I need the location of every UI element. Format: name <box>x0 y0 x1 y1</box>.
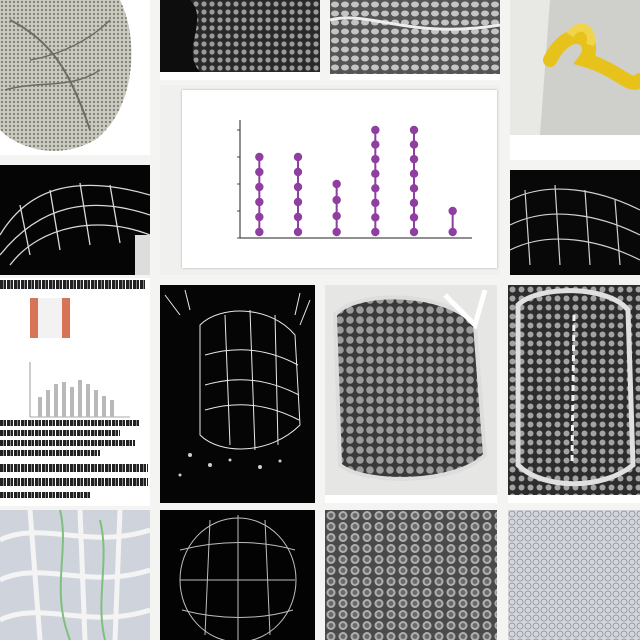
chart-point <box>293 197 303 207</box>
tile-leaf-texture <box>0 0 150 155</box>
chart-point <box>255 167 264 177</box>
chart-point-stack <box>409 125 419 237</box>
doc-text-line <box>0 450 100 456</box>
chart-point <box>371 198 380 208</box>
chart-point <box>371 169 380 178</box>
chart-point <box>371 140 380 149</box>
chart-point <box>293 152 303 162</box>
doc-text-line <box>0 420 140 426</box>
chart-point <box>409 227 419 237</box>
tile-honeycomb-lung <box>325 285 497 503</box>
tile-dark-net-left <box>0 165 150 275</box>
chart-point-stack <box>255 152 264 237</box>
doc-title-bar <box>0 280 145 289</box>
chart-plot <box>237 120 472 239</box>
chart-point <box>409 213 419 222</box>
chart-point <box>332 211 341 221</box>
chart-point <box>332 179 341 189</box>
doc-text-line <box>0 430 120 436</box>
chart-point <box>332 227 341 237</box>
chart-point <box>293 227 303 237</box>
tile-chart-figure <box>160 85 500 275</box>
chart-point <box>332 195 341 205</box>
tile-wireframe-organ <box>160 285 315 503</box>
tile-yellow-specimen <box>510 0 640 160</box>
tile-cell-mesh-a <box>160 0 320 80</box>
doc-text-line <box>0 478 148 486</box>
chart-point <box>255 227 264 237</box>
chart-point <box>409 198 419 208</box>
chart-point <box>409 169 419 178</box>
chart-paper <box>182 90 497 268</box>
tile-lung-lattice <box>508 285 640 503</box>
doc-bar-figure <box>29 298 130 418</box>
chart-point-stack <box>448 206 457 237</box>
chart-point <box>293 182 303 192</box>
chart-point <box>371 213 380 222</box>
doc-text-line <box>0 464 148 472</box>
chart-point <box>255 212 264 222</box>
chart-point <box>409 184 419 193</box>
chart-point <box>448 206 457 216</box>
chart-point <box>409 140 419 149</box>
tile-light-mesh <box>508 510 640 640</box>
chart-point <box>409 125 419 135</box>
chart-point <box>448 227 457 237</box>
tile-color-vessels <box>0 510 150 640</box>
chart-point <box>371 227 380 237</box>
chart-point <box>371 125 380 135</box>
chart-point <box>255 152 264 162</box>
tile-dark-lung <box>160 510 315 640</box>
chart-point <box>255 182 264 192</box>
chart-point <box>371 184 380 193</box>
doc-text-line <box>0 440 135 446</box>
chart-point <box>255 197 264 207</box>
chart-point <box>293 212 303 222</box>
doc-text-line <box>0 492 90 498</box>
chart-point-stack <box>371 125 380 237</box>
chart-point <box>293 167 303 177</box>
tile-cell-mesh-b <box>330 0 500 80</box>
chart-point-stack <box>293 152 303 237</box>
tile-document-page <box>0 278 150 506</box>
chart-point <box>409 154 419 164</box>
tile-bubble-texture <box>325 510 497 640</box>
chart-point <box>371 154 380 164</box>
tile-dark-net-right <box>510 170 640 275</box>
chart-point-stack <box>332 179 341 237</box>
